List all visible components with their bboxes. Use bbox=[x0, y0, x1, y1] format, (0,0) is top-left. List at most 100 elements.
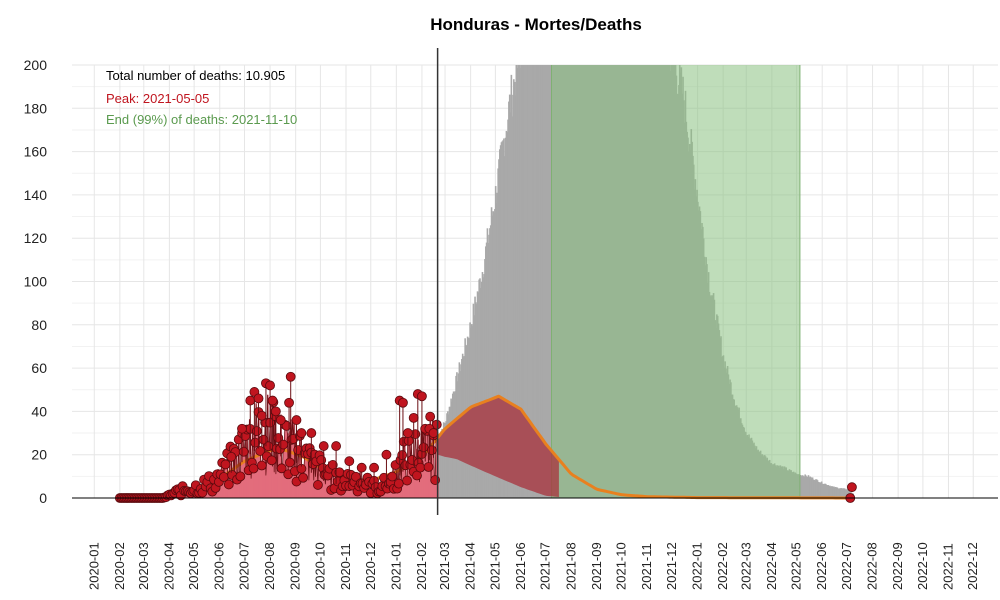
spike-point bbox=[265, 380, 275, 391]
projected-bar bbox=[525, 65, 528, 498]
observed-point bbox=[423, 462, 434, 472]
projected-bar bbox=[524, 65, 527, 498]
projected-bar bbox=[498, 159, 500, 499]
projected-bar bbox=[487, 242, 490, 498]
end-point bbox=[847, 482, 857, 493]
projected-bar bbox=[812, 479, 815, 498]
observed-bar bbox=[302, 477, 305, 498]
observed-bar bbox=[384, 493, 386, 498]
observed-bar bbox=[348, 486, 351, 498]
projected-bar bbox=[816, 480, 819, 498]
projected-bar bbox=[482, 277, 485, 498]
projected-bar bbox=[485, 242, 488, 498]
observed-bar bbox=[324, 484, 327, 498]
spike-point bbox=[403, 428, 413, 438]
spike-point bbox=[226, 451, 237, 462]
observed-bar bbox=[328, 468, 331, 498]
projected-bar bbox=[510, 74, 513, 498]
observed-bar bbox=[418, 482, 421, 498]
observed-bar bbox=[310, 464, 312, 498]
projected-bar bbox=[492, 211, 495, 498]
projected-bar bbox=[825, 485, 828, 498]
observed-bar bbox=[406, 480, 409, 498]
projected-bar bbox=[513, 79, 515, 499]
projected-bar bbox=[801, 476, 803, 498]
observed-bar bbox=[305, 448, 308, 498]
projected-bar bbox=[514, 95, 517, 498]
spike-point bbox=[318, 441, 329, 451]
projected-bar bbox=[544, 65, 547, 498]
observed-bar bbox=[301, 476, 304, 498]
observed-bar bbox=[258, 446, 261, 498]
observed-bar bbox=[312, 464, 315, 498]
projected-bar bbox=[497, 168, 499, 498]
spike-point bbox=[291, 415, 302, 425]
projected-bar bbox=[800, 475, 802, 498]
observed-bar bbox=[267, 446, 270, 498]
projected-bar bbox=[527, 65, 530, 498]
observed-bar bbox=[265, 475, 268, 498]
projected-bar bbox=[489, 228, 491, 498]
observed-bar bbox=[250, 478, 253, 498]
observed-point bbox=[426, 445, 437, 456]
projected-bar bbox=[522, 65, 525, 498]
x-tick-label: 2021-01 bbox=[388, 542, 403, 590]
projected-bar bbox=[835, 487, 838, 498]
observed-bar bbox=[430, 480, 433, 498]
spike-point bbox=[331, 441, 341, 451]
observed-point bbox=[220, 459, 231, 470]
observed-bar bbox=[259, 450, 262, 498]
projected-bar bbox=[546, 65, 548, 498]
x-tick-label: 2020-04 bbox=[161, 542, 176, 590]
y-tick-label: 40 bbox=[31, 403, 47, 419]
projected-bar bbox=[833, 486, 835, 498]
y-tick-label: 140 bbox=[24, 187, 48, 203]
observed-bar bbox=[245, 474, 248, 498]
y-tick-label: 100 bbox=[24, 274, 48, 290]
projected-bar bbox=[507, 119, 509, 498]
projected-bar bbox=[529, 65, 532, 498]
projected-bar bbox=[540, 65, 542, 498]
annotation-total: Total number of deaths: 10.905 bbox=[106, 68, 285, 83]
observed-bar bbox=[346, 491, 348, 498]
spike-point bbox=[428, 428, 439, 438]
observed-point bbox=[298, 472, 308, 483]
annotation-peak: Peak: 2021-05-05 bbox=[106, 91, 209, 106]
observed-bar bbox=[314, 454, 316, 498]
projected-bar bbox=[840, 488, 843, 498]
observed-bar bbox=[320, 460, 323, 498]
projected-bar bbox=[517, 65, 520, 498]
observed-point bbox=[235, 471, 246, 482]
projected-bar bbox=[439, 434, 442, 498]
y-tick-label: 60 bbox=[31, 360, 47, 376]
x-tick-label: 2021-04 bbox=[463, 542, 478, 590]
y-tick-label: 200 bbox=[24, 57, 48, 73]
projected-bar bbox=[536, 65, 539, 498]
projected-bar bbox=[542, 65, 545, 498]
projected-bar bbox=[504, 137, 507, 498]
observed-point bbox=[266, 455, 277, 466]
observed-point bbox=[316, 455, 327, 465]
observed-point bbox=[387, 471, 398, 482]
observed-bar bbox=[236, 479, 239, 498]
observed-bar bbox=[303, 470, 306, 498]
x-tick-label: 2021-06 bbox=[513, 542, 528, 590]
observed-bar bbox=[253, 452, 256, 498]
projected-bar bbox=[843, 488, 845, 498]
projected-bar bbox=[442, 430, 444, 498]
projected-bar bbox=[516, 67, 518, 499]
projected-bar bbox=[838, 488, 840, 498]
observed-bar bbox=[262, 459, 264, 498]
observed-bar bbox=[241, 433, 244, 498]
observed-point bbox=[223, 479, 234, 490]
projected-bar bbox=[513, 81, 516, 499]
observed-bar bbox=[334, 491, 337, 498]
projected-bar bbox=[500, 142, 503, 498]
projected-bar bbox=[826, 485, 829, 498]
observed-bar bbox=[232, 483, 235, 498]
observed-bar bbox=[271, 460, 273, 498]
observed-bar bbox=[311, 469, 314, 498]
projected-bar bbox=[532, 65, 535, 498]
projected-bar bbox=[484, 259, 486, 498]
projected-bar bbox=[491, 215, 494, 498]
